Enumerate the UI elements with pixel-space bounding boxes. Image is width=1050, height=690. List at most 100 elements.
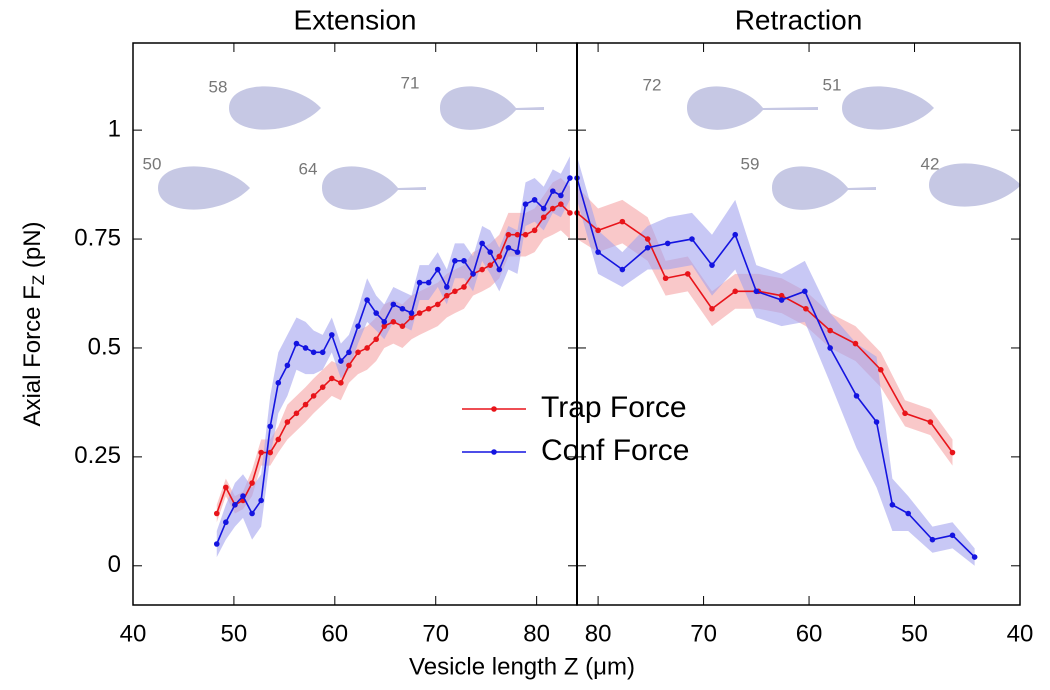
data-point — [249, 510, 255, 517]
x-tick-label: 40 — [120, 620, 147, 647]
legend-label: Conf Force — [541, 434, 689, 467]
panel-frame — [576, 42, 1021, 606]
x-tick-label: 60 — [796, 620, 823, 647]
data-point — [346, 362, 352, 369]
panel-title: Extension — [294, 4, 417, 35]
data-point — [302, 345, 309, 351]
data-point — [522, 231, 529, 238]
data-point — [319, 384, 326, 390]
data-point — [496, 266, 503, 273]
data-point — [328, 332, 335, 338]
legend-marker — [491, 449, 497, 455]
data-point — [753, 288, 760, 295]
data-point — [425, 279, 432, 286]
data-point — [479, 240, 485, 247]
data-point — [595, 249, 601, 255]
data-point — [258, 449, 264, 456]
data-point — [619, 218, 626, 225]
data-point — [434, 301, 441, 308]
data-point — [364, 345, 370, 351]
data-point — [293, 410, 300, 417]
data-point — [275, 436, 282, 443]
data-point — [549, 188, 556, 194]
data-point — [487, 249, 494, 255]
data-point — [505, 244, 512, 251]
data-point — [399, 305, 406, 312]
data-point — [213, 510, 220, 517]
shape-label: 72 — [643, 75, 662, 94]
x-tick-label: 50 — [901, 620, 928, 647]
data-point — [461, 284, 467, 290]
y-tick-label: 0.75 — [74, 224, 121, 251]
error-band — [577, 186, 953, 466]
data-point — [852, 340, 859, 347]
data-point — [452, 258, 458, 264]
data-point — [827, 345, 833, 351]
data-point — [927, 419, 934, 425]
data-point — [732, 231, 739, 238]
data-point — [328, 375, 335, 382]
data-point — [732, 288, 739, 295]
shape-label: 50 — [143, 154, 162, 173]
data-point — [522, 201, 529, 207]
y-tick-label: 0.25 — [74, 442, 121, 469]
data-point — [514, 231, 521, 238]
error-band — [216, 156, 570, 558]
data-point — [408, 314, 415, 321]
data-point — [284, 419, 291, 425]
data-point — [778, 297, 785, 303]
data-point — [662, 275, 669, 282]
error-band — [577, 156, 975, 566]
data-point — [709, 262, 715, 268]
data-point — [390, 301, 397, 308]
vesicle-shape — [687, 86, 818, 130]
data-point — [514, 249, 521, 255]
data-point — [416, 279, 423, 286]
data-point — [364, 297, 370, 303]
data-point — [223, 519, 229, 526]
data-point — [567, 175, 573, 181]
shape-label: 71 — [401, 73, 420, 92]
data-point — [310, 349, 317, 356]
data-point — [399, 323, 406, 329]
panel-title: Retraction — [735, 4, 863, 35]
data-point — [452, 288, 458, 295]
vesicle-shape — [772, 166, 876, 210]
data-point — [310, 393, 317, 399]
data-point — [444, 284, 450, 290]
data-point — [293, 340, 300, 347]
data-point — [971, 554, 978, 560]
vesicle-shape — [322, 166, 426, 210]
y-label-sub: Z — [29, 275, 48, 285]
data-point — [877, 366, 884, 373]
legend-marker — [491, 406, 497, 412]
data-point — [425, 305, 432, 312]
data-point — [505, 231, 512, 238]
x-axis-label: Vesicle length Z (μm) — [409, 653, 635, 680]
data-point — [434, 266, 441, 273]
data-point — [684, 271, 691, 277]
vesicle-shape — [158, 166, 250, 210]
x-tick-label: 80 — [585, 620, 612, 647]
x-tick-label: 60 — [321, 620, 348, 647]
data-point — [531, 197, 538, 203]
shape-label: 64 — [299, 159, 318, 178]
data-point — [302, 401, 309, 408]
data-point — [549, 205, 556, 212]
data-point — [284, 362, 291, 369]
data-point — [531, 227, 538, 234]
data-point — [644, 244, 651, 251]
data-point — [540, 205, 547, 212]
data-point — [689, 236, 695, 242]
data-point — [249, 480, 255, 486]
vesicle-shape — [229, 86, 321, 130]
data-point — [338, 380, 344, 386]
y-axis-label: Axial Force FZ (pN) — [19, 221, 48, 426]
data-point — [619, 266, 626, 273]
shape-label: 58 — [209, 77, 228, 96]
x-tick-label: 70 — [690, 620, 717, 647]
data-point — [905, 510, 911, 517]
data-point — [355, 349, 361, 356]
shape-label: 59 — [741, 154, 760, 173]
